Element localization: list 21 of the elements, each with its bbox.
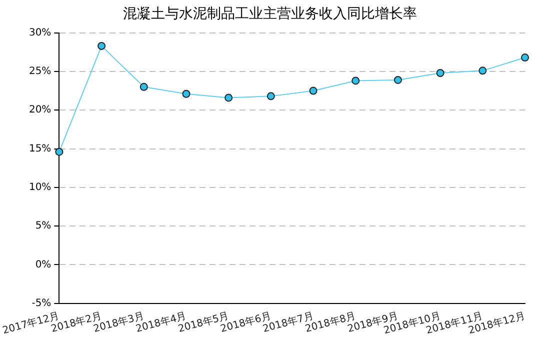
y-tick-label: 15% bbox=[28, 143, 52, 154]
point bbox=[521, 54, 529, 62]
point bbox=[478, 66, 487, 75]
y-tick-label: 5% bbox=[35, 220, 52, 232]
point bbox=[140, 82, 148, 91]
point bbox=[55, 148, 64, 156]
y-tick-label: 25% bbox=[28, 66, 52, 78]
chart-title: 混凝土与水泥制品工业主营业务收入同比增长率 bbox=[123, 6, 417, 22]
y-tick-label: 10% bbox=[28, 182, 52, 193]
y-tick-label: 20% bbox=[28, 104, 52, 116]
point bbox=[436, 68, 444, 77]
point bbox=[224, 94, 233, 102]
y-tick-label: -5% bbox=[32, 298, 52, 309]
y-tick-label: 0% bbox=[35, 259, 52, 270]
point bbox=[394, 76, 402, 84]
point bbox=[182, 90, 190, 98]
y-tick-label: 30% bbox=[28, 27, 52, 38]
point bbox=[266, 92, 275, 100]
point bbox=[309, 86, 318, 95]
point bbox=[98, 42, 106, 50]
point bbox=[352, 76, 360, 85]
